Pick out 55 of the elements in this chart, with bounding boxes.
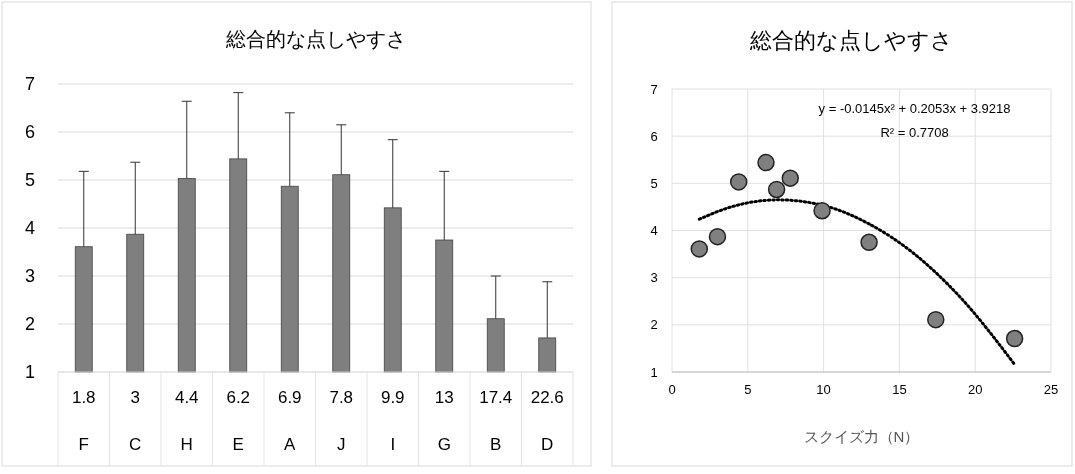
text: 3 bbox=[130, 388, 140, 408]
x-tick-label: A bbox=[284, 435, 297, 455]
x-tick-label: 25 bbox=[1043, 382, 1059, 397]
point bbox=[860, 233, 878, 252]
x-tick-label: C bbox=[129, 435, 142, 455]
y-tick-label: 1 bbox=[24, 362, 36, 383]
text: 17.4 bbox=[479, 388, 513, 408]
x-tick-label: F bbox=[78, 435, 89, 455]
point bbox=[1005, 329, 1024, 348]
y-tick-label: 3 bbox=[24, 266, 36, 287]
point bbox=[813, 201, 831, 220]
x-tick-label: 0 bbox=[668, 382, 676, 397]
point bbox=[757, 153, 775, 172]
x-tick-label: 15 bbox=[892, 382, 907, 397]
point bbox=[708, 227, 727, 246]
x-tick-label: J bbox=[337, 435, 346, 455]
text: 7.8 bbox=[329, 388, 354, 408]
x-tick-label: 5 bbox=[744, 382, 752, 397]
x-tick-label: B bbox=[490, 435, 502, 455]
text: 22.6 bbox=[530, 388, 564, 408]
y-tick-label: 6 bbox=[24, 122, 36, 143]
x-tick-label: G bbox=[437, 435, 451, 455]
point bbox=[729, 173, 748, 191]
y-tick-label: 3 bbox=[650, 270, 658, 286]
x-tick-label: D bbox=[541, 435, 554, 455]
text: 9.9 bbox=[380, 388, 405, 408]
x-tick-label: I bbox=[390, 435, 396, 455]
x-tick-label: E bbox=[232, 435, 244, 455]
annotation: R² = 0.7708 bbox=[880, 125, 949, 140]
y-tick-label: 6 bbox=[650, 128, 658, 144]
point bbox=[690, 240, 709, 258]
x-tick-label: 20 bbox=[967, 382, 983, 397]
y-tick-label: 7 bbox=[24, 74, 36, 95]
x-tick-label: H bbox=[180, 435, 193, 455]
text: 6.9 bbox=[277, 388, 302, 408]
y-tick-label: 2 bbox=[24, 314, 36, 335]
text: 4.4 bbox=[174, 388, 199, 408]
point bbox=[767, 180, 786, 199]
chart-title: 総合的な点しやすさ bbox=[749, 28, 953, 53]
x-axis-title: スクイズ力（N） bbox=[803, 428, 920, 445]
annotation: y = -0.0145x² + 0.2053x + 3.9218 bbox=[818, 101, 1011, 116]
y-tick-label: 7 bbox=[650, 81, 658, 97]
y-tick-label: 1 bbox=[650, 364, 658, 380]
y-tick-label: 4 bbox=[650, 223, 658, 239]
y-tick-label: 2 bbox=[650, 317, 658, 333]
text: 13 bbox=[434, 388, 454, 408]
y-tick-label: 5 bbox=[24, 170, 36, 191]
point bbox=[927, 310, 945, 329]
point bbox=[781, 169, 799, 187]
text: 6.2 bbox=[226, 388, 251, 408]
y-tick-label: 4 bbox=[24, 218, 36, 239]
text: 1.8 bbox=[71, 388, 96, 408]
y-tick-label: 5 bbox=[650, 175, 658, 191]
x-tick-label: 10 bbox=[816, 382, 831, 397]
chart-title: 総合的な点しやすさ bbox=[224, 28, 406, 50]
